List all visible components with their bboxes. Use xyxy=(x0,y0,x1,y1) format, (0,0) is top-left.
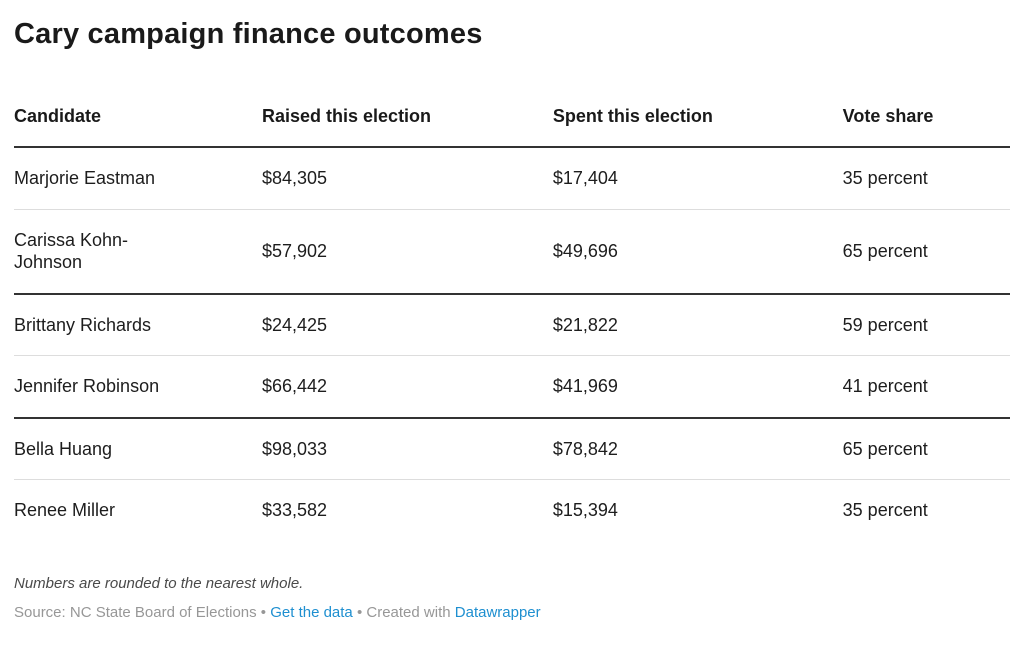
source-text: Source: NC State Board of Elections xyxy=(14,604,257,622)
cell-spent: $78,842 xyxy=(552,416,843,480)
cell-vote-share: 59 percent xyxy=(842,292,1010,356)
cell-candidate: Renee Miller xyxy=(14,479,262,541)
source-line: Source: NC State Board of Elections • Ge… xyxy=(14,603,1010,623)
cell-candidate: Bella Huang xyxy=(14,416,262,480)
cell-spent: $41,969 xyxy=(552,355,843,418)
cell-raised: $84,305 xyxy=(262,168,328,189)
created-with-text: Created with xyxy=(366,604,451,622)
separator-dot: • xyxy=(356,604,367,622)
cell-raised: $24,425 xyxy=(262,292,553,356)
cell-candidate: Carissa Kohn- Johnson xyxy=(14,208,262,294)
cell-spent: $17,404 xyxy=(552,168,618,189)
cell-vote-share: 35 percent xyxy=(842,168,928,189)
cell-vote-share: 41 percent xyxy=(842,355,1010,418)
column-header-spent: Spent this election xyxy=(552,106,843,149)
cell-candidate: Marjorie Eastman xyxy=(14,168,156,189)
table-row: Brittany Richards $24,425 $21,822 59 percen… xyxy=(14,292,1010,356)
table-body: Marjorie Eastman $84,305 $17,404 35 percent… xyxy=(14,147,1010,541)
chart-title: Cary campaign finance outcomes xyxy=(14,18,483,50)
cell-candidate: Jennifer Robinson xyxy=(14,355,262,418)
table-row: Jennifer Robinson $66,442 $41,969 41 percen… xyxy=(14,355,1010,418)
table-footnote: Numbers are rounded to the nearest whole… xyxy=(14,574,304,592)
column-header-vote-share: Vote share xyxy=(842,106,1010,149)
table-row: Bella Huang $98,033 $78,842 65 percent xyxy=(14,416,1010,480)
cell-spent: $21,822 xyxy=(552,292,843,356)
header-row: Candidate Raised this election Spent thi… xyxy=(14,106,1010,149)
table-row: Renee Miller $33,582 $15,394 35 percent xyxy=(14,479,1010,541)
cell-vote-share: 35 percent xyxy=(842,479,1010,541)
cell-raised: $66,442 xyxy=(262,355,553,418)
cell-raised: $98,033 xyxy=(262,416,553,480)
cell-vote-share: 65 percent xyxy=(842,416,1010,480)
table-header: Candidate Raised this election Spent thi… xyxy=(14,106,1010,149)
separator-dot: • xyxy=(260,604,271,622)
finance-table: Candidate Raised this election Spent thi… xyxy=(14,106,1010,541)
cell-raised: $33,582 xyxy=(262,479,553,541)
cell-vote-share: 65 percent xyxy=(842,208,1010,294)
datawrapper-link[interactable]: Datawrapper xyxy=(454,604,541,622)
cell-raised: $57,902 xyxy=(262,208,553,294)
table-row: Carissa Kohn- Johnson $57,902 $49,696 65 pe… xyxy=(14,208,1010,294)
cell-spent: $49,696 xyxy=(552,208,843,294)
column-header-raised: Raised this election xyxy=(262,106,553,149)
column-header-candidate: Candidate xyxy=(14,106,262,149)
cell-candidate: Brittany Richards xyxy=(14,292,262,356)
cell-spent: $15,394 xyxy=(552,479,843,541)
table-row: Marjorie Eastman $84,305 $17,404 35 percent xyxy=(14,147,1010,209)
get-the-data-link[interactable]: Get the data xyxy=(270,604,353,622)
